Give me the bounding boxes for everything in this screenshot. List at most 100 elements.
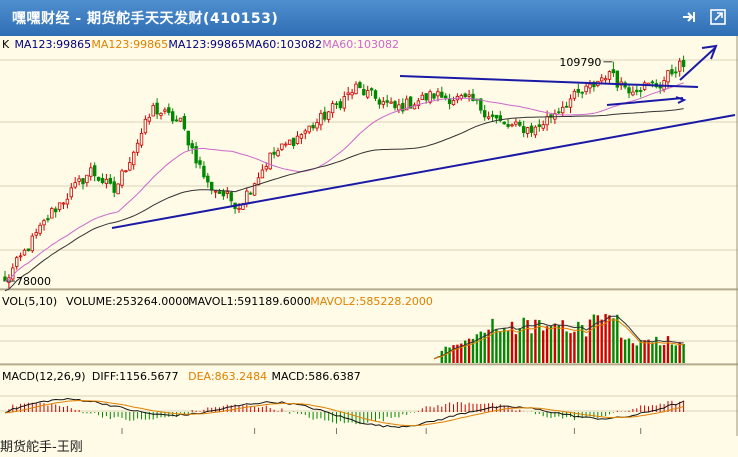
candle xyxy=(607,70,612,83)
volume-bar xyxy=(635,345,638,363)
candle xyxy=(124,170,128,173)
volume-bar xyxy=(499,331,502,363)
volume-bar xyxy=(553,323,557,363)
candle xyxy=(229,191,233,206)
volume-bar xyxy=(460,343,463,363)
legend-item: MACD:586.6387 xyxy=(272,370,361,383)
volume-bar xyxy=(545,326,549,363)
candle-body xyxy=(522,126,526,134)
candle-body xyxy=(104,178,109,184)
volume-bar xyxy=(506,331,510,363)
candle-body xyxy=(412,104,417,110)
volume-bar xyxy=(534,319,537,363)
volume-bar xyxy=(514,334,518,363)
volume-bar xyxy=(495,328,498,363)
candle-body xyxy=(46,218,50,221)
candle-body xyxy=(42,220,46,226)
candle-body xyxy=(603,78,608,81)
candle xyxy=(564,101,569,108)
candle-body xyxy=(537,124,541,127)
candle xyxy=(631,86,635,97)
candle xyxy=(654,79,658,89)
candle-body xyxy=(116,183,120,195)
low-label: 78000 xyxy=(16,275,51,288)
candle-body xyxy=(198,160,202,165)
candle-body xyxy=(252,183,257,196)
candle xyxy=(319,109,323,131)
candle xyxy=(482,105,487,121)
candle-body xyxy=(436,91,440,97)
candle xyxy=(139,128,144,148)
candle-body xyxy=(338,101,343,109)
candle xyxy=(342,91,346,112)
candle-body xyxy=(541,124,545,129)
candle-body xyxy=(112,181,116,193)
candle-body xyxy=(549,114,553,118)
legend-item: DEA:863.2484 xyxy=(188,370,267,383)
candle xyxy=(264,162,268,172)
candle-body xyxy=(311,125,315,129)
candle xyxy=(295,131,300,145)
candle xyxy=(490,110,495,122)
candle xyxy=(57,202,62,213)
resistance-trendline xyxy=(399,75,699,88)
candle xyxy=(311,122,315,131)
candle xyxy=(163,107,167,115)
candle-body xyxy=(174,119,179,122)
candle xyxy=(326,110,331,123)
candle xyxy=(681,55,686,73)
volume-bar xyxy=(600,319,603,363)
candle xyxy=(291,137,296,149)
volume-bar xyxy=(581,325,584,363)
volume-bar xyxy=(682,343,685,363)
candle-body xyxy=(635,89,639,93)
candle-body xyxy=(545,116,549,126)
candle-body xyxy=(471,93,475,102)
volume-bar xyxy=(616,314,619,363)
candle-body xyxy=(225,191,229,194)
candle-body xyxy=(447,98,452,105)
candle-body xyxy=(502,121,506,125)
candle-body xyxy=(615,70,619,88)
candle-body xyxy=(510,124,514,127)
candle-body xyxy=(443,95,448,99)
volume-bar xyxy=(666,336,670,363)
candle xyxy=(116,183,120,195)
volume-bar xyxy=(655,336,658,363)
pin-icon[interactable] xyxy=(680,8,698,26)
ma60-line xyxy=(4,82,684,282)
candle-body xyxy=(299,134,304,139)
candle-body xyxy=(190,143,194,149)
candle-body xyxy=(213,190,218,193)
candle-body xyxy=(34,232,38,236)
candle-body xyxy=(576,89,580,93)
candle xyxy=(416,98,421,110)
candle-body xyxy=(93,165,97,177)
legend-item: VOL(5,10) xyxy=(2,295,57,308)
candle xyxy=(213,190,218,199)
support-trendline xyxy=(111,114,736,229)
candle-body xyxy=(89,167,93,177)
volume-bar xyxy=(467,338,471,363)
candle xyxy=(202,161,206,180)
candle xyxy=(603,75,608,83)
candle xyxy=(209,181,214,195)
volume-bar xyxy=(627,338,631,363)
candle-body xyxy=(498,115,502,121)
candle-body xyxy=(143,118,148,134)
candle-body xyxy=(100,177,105,184)
candle-body xyxy=(463,93,467,98)
candle-body xyxy=(533,126,538,136)
popout-icon[interactable] xyxy=(709,8,727,26)
volume-bar xyxy=(557,325,560,363)
candle xyxy=(69,182,73,200)
candle-body xyxy=(416,100,421,106)
candle-body xyxy=(14,257,19,267)
candle xyxy=(104,173,109,189)
candle-body xyxy=(639,90,643,92)
candle xyxy=(89,162,93,181)
candle xyxy=(354,81,358,95)
candle-body xyxy=(202,165,206,178)
